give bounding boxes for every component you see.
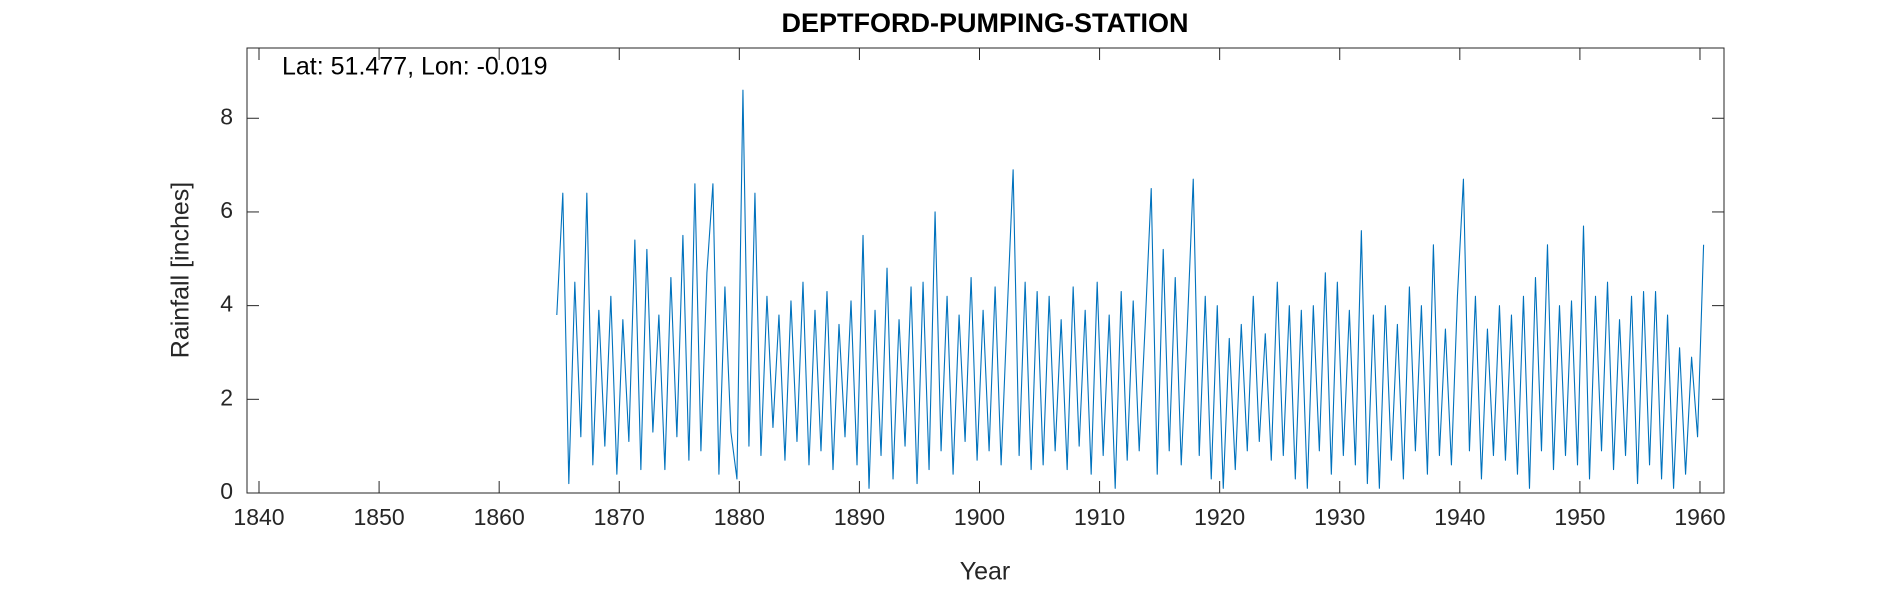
y-tick-label: 0 [220, 478, 233, 504]
y-tick-label: 8 [220, 103, 233, 129]
y-tick-label: 2 [220, 384, 233, 410]
x-tick-label: 1880 [714, 504, 765, 530]
x-tick-label: 1910 [1074, 504, 1125, 530]
x-tick-label: 1960 [1674, 504, 1725, 530]
y-axis-label: Rainfall [inches] [167, 182, 195, 358]
y-tick-label: 4 [220, 291, 233, 317]
x-tick-label: 1850 [354, 504, 405, 530]
x-tick-label: 1950 [1554, 504, 1605, 530]
x-axis-label: Year [960, 558, 1011, 586]
x-tick-label: 1860 [474, 504, 525, 530]
chart-title: DEPTFORD-PUMPING-STATION [782, 8, 1189, 38]
x-tick-label: 1930 [1314, 504, 1365, 530]
x-tick-label: 1870 [594, 504, 645, 530]
x-tick-label: 1840 [233, 504, 284, 530]
x-tick-label: 1940 [1434, 504, 1485, 530]
axes-box [246, 47, 1725, 494]
annotation: Lat: 51.477, Lon: -0.019 [282, 53, 548, 81]
x-tick-label: 1900 [954, 504, 1005, 530]
data-line [556, 89, 1705, 489]
x-tick-label: 1920 [1194, 504, 1245, 530]
y-tick-label: 6 [220, 197, 233, 223]
x-tick-label: 1890 [834, 504, 885, 530]
